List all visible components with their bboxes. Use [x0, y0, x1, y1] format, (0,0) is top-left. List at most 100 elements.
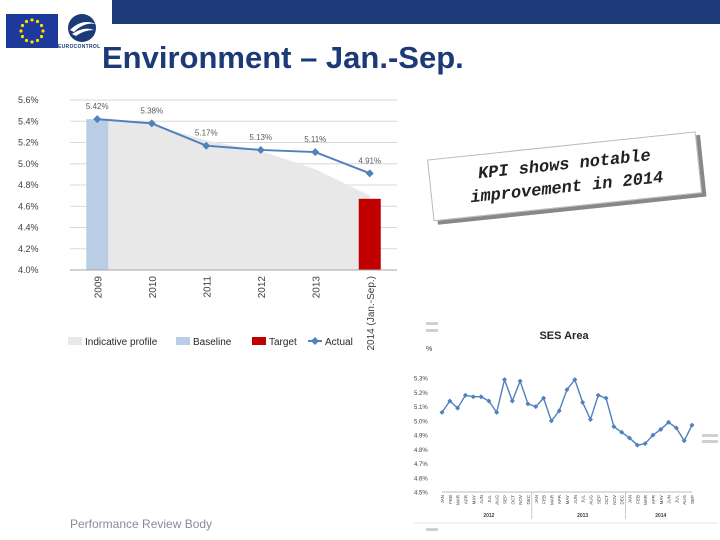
y-tick-label: 4.8% — [18, 180, 39, 190]
ses-point — [517, 378, 523, 384]
ses-month-label: APR — [651, 494, 656, 504]
ses-y-tick-label: 4.8% — [414, 448, 428, 454]
legend-label: Target — [269, 337, 297, 348]
actual-point — [93, 115, 102, 124]
ses-point — [455, 405, 461, 411]
actual-point — [147, 119, 156, 128]
ses-year-label: 2012 — [483, 513, 494, 519]
ses-point — [681, 438, 687, 444]
ses-month-label: MAR — [456, 494, 461, 505]
ses-month-label: JUL — [674, 495, 679, 503]
eu-star — [20, 34, 25, 39]
y-tick-label: 4.2% — [18, 244, 39, 254]
ses-month-label: JUL — [487, 495, 492, 503]
ses-point — [666, 419, 672, 425]
ses-month-label: JAN — [440, 495, 445, 504]
ses-y-tick-label: 5.2% — [414, 391, 428, 397]
ses-y-tick-label: 5.3% — [414, 377, 428, 383]
eurocontrol-text: EUROCONTROL — [58, 44, 101, 50]
eu-star — [30, 18, 34, 22]
ses-point — [447, 398, 453, 404]
ses-month-label: AUG — [682, 495, 687, 505]
ses-point — [634, 442, 640, 448]
legend-swatch-target — [252, 337, 266, 345]
ses-legend-stub — [702, 434, 718, 437]
ses-point — [689, 422, 695, 428]
data-label: 5.38% — [140, 106, 163, 115]
ses-y-axis-label: % — [426, 346, 432, 353]
actual-point — [311, 148, 320, 157]
legend-swatch-actual-marker — [311, 337, 319, 345]
ses-point — [619, 429, 625, 435]
ses-month-label: FEB — [448, 495, 453, 504]
ses-point — [650, 432, 656, 438]
ses-month-label: JUL — [581, 495, 586, 503]
ses-month-label: NOV — [518, 495, 523, 505]
ses-point — [486, 398, 492, 404]
ses-y-tick-label: 4.7% — [414, 462, 428, 468]
data-label: 4.91% — [358, 156, 381, 165]
ses-month-label: JUN — [667, 495, 672, 504]
ses-month-label: JUN — [479, 495, 484, 504]
y-tick-label: 4.6% — [18, 201, 39, 211]
actual-point — [256, 145, 265, 154]
ses-y-tick-label: 4.6% — [414, 476, 428, 482]
ses-point — [509, 398, 515, 404]
x-tick-label: 2010 — [148, 276, 159, 299]
ses-month-label: SEP — [503, 495, 508, 504]
ses-month-label: MAY — [471, 495, 476, 504]
ses-month-label: MAY — [659, 495, 664, 504]
ses-month-label: OCT — [510, 495, 515, 505]
ses-point — [580, 399, 586, 405]
ses-y-tick-label: 5.0% — [414, 419, 428, 425]
target-bar — [358, 198, 381, 270]
y-tick-label: 5.0% — [18, 159, 39, 169]
ses-point — [525, 401, 531, 407]
ses-point — [541, 395, 547, 401]
kpi-callout: KPI shows notable improvement in 2014 — [427, 131, 708, 229]
ses-point — [502, 377, 507, 383]
ses-legend-stub — [426, 322, 438, 325]
data-label: 5.17% — [195, 129, 218, 138]
data-label: 5.11% — [304, 135, 326, 144]
eu-star — [39, 34, 44, 39]
actual-point — [202, 141, 211, 150]
ses-month-label: NOV — [612, 495, 617, 505]
ses-month-label: APR — [463, 494, 468, 504]
ses-point — [658, 426, 664, 432]
ses-point — [627, 435, 632, 441]
page-title: Environment – Jan.-Sep. — [102, 40, 464, 75]
ses-year-label: 2013 — [577, 513, 588, 519]
x-tick-label: 2009 — [93, 276, 104, 299]
ses-y-tick-label: 4.9% — [414, 434, 428, 440]
footer-text: Performance Review Body — [70, 517, 213, 531]
eurocontrol-logo — [68, 14, 96, 42]
ses-month-label: FEB — [635, 495, 640, 504]
eu-star — [19, 29, 23, 33]
data-label: 5.42% — [86, 102, 109, 111]
indicative-profile-area — [97, 119, 370, 270]
ses-y-tick-label: 5.1% — [414, 405, 428, 411]
legend-label: Baseline — [193, 337, 232, 348]
ses-month-label: AUG — [588, 495, 593, 505]
x-tick-label: 2014 (Jan.-Sep.) — [366, 276, 377, 351]
ses-month-label: APR — [557, 494, 562, 504]
ses-month-label: DEC — [526, 494, 531, 504]
data-label: 5.13% — [249, 133, 272, 142]
legend-label: Actual — [325, 337, 353, 348]
eu-star — [30, 40, 34, 44]
y-tick-label: 5.6% — [18, 95, 39, 105]
ses-point — [439, 409, 445, 415]
eu-star — [20, 23, 25, 28]
ses-chart-title: SES Area — [539, 330, 589, 342]
ses-point — [564, 387, 570, 393]
ses-point — [556, 408, 562, 414]
eu-star — [24, 19, 29, 24]
ses-month-label: MAR — [643, 494, 648, 505]
legend-label: Indicative profile — [85, 337, 158, 348]
ses-point — [642, 441, 648, 447]
ses-point — [533, 404, 539, 410]
eu-star — [35, 38, 40, 43]
ses-year-label: 2014 — [655, 513, 666, 519]
x-tick-label: 2011 — [202, 276, 213, 298]
